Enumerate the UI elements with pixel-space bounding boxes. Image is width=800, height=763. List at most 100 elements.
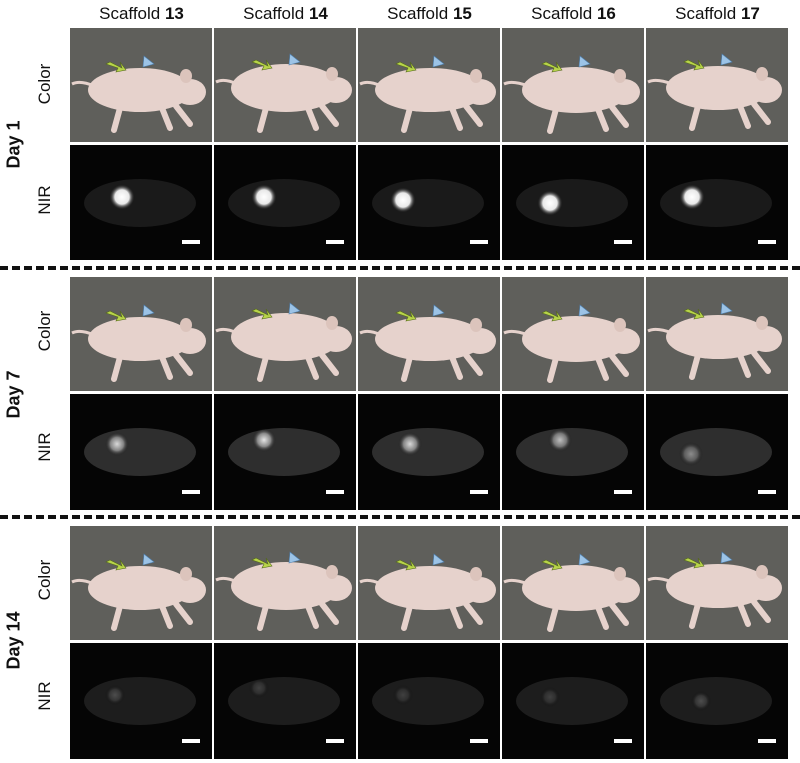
- mouse-legs: [257, 103, 339, 133]
- mouse-legs: [401, 103, 483, 133]
- row-label-day1-nir: NIR: [35, 185, 54, 215]
- blue-arrowhead-icon: [432, 553, 445, 566]
- nir-mouse-silhouette: [660, 677, 772, 725]
- scale-bar: [470, 739, 488, 743]
- nir-mouse-silhouette: [372, 179, 484, 227]
- mouse-body: [231, 562, 341, 610]
- nir-fluorescence-spot: [393, 685, 413, 705]
- scale-bar: [614, 739, 632, 743]
- nir-fluorescence-spot: [537, 190, 563, 216]
- mouse-head: [750, 326, 782, 352]
- green-arrow-icon: [541, 310, 563, 322]
- mouse-ear: [326, 67, 338, 81]
- blue-arrowhead-icon: [142, 55, 155, 68]
- nir-image-day14-scaffold14: [214, 643, 356, 759]
- column-header-scaffold-14: Scaffold 14: [243, 4, 328, 23]
- scale-bar: [758, 739, 776, 743]
- nir-image-day1-scaffold15: [358, 145, 500, 260]
- mouse-legs: [111, 601, 193, 631]
- nir-mouse-silhouette: [516, 677, 628, 725]
- nir-fluorescence-spot: [691, 691, 711, 711]
- mouse-body: [666, 315, 770, 359]
- mouse-ear: [470, 69, 482, 83]
- mouse-head: [464, 79, 496, 105]
- mouse-head: [174, 79, 206, 105]
- color-image-day1-scaffold14: [214, 28, 356, 142]
- nir-mouse-silhouette: [228, 179, 340, 227]
- mouse-head: [608, 328, 640, 354]
- blue-arrowhead-icon: [720, 551, 733, 564]
- color-image-day1-scaffold13: [70, 28, 212, 142]
- green-arrow-icon: [541, 61, 563, 73]
- nir-image-day1-scaffold14: [214, 145, 356, 260]
- mouse-head: [174, 328, 206, 354]
- row-label-day14-nir: NIR: [35, 681, 54, 711]
- mouse-legs: [689, 101, 771, 131]
- mouse-body: [666, 564, 770, 608]
- scale-bar: [182, 739, 200, 743]
- mouse-ear: [180, 318, 192, 332]
- day-divider-1: [0, 266, 800, 270]
- green-arrow-icon: [105, 310, 127, 322]
- nir-image-day7-scaffold15: [358, 394, 500, 510]
- mouse-legs: [111, 352, 193, 382]
- mouse-head: [750, 575, 782, 601]
- scale-bar: [758, 240, 776, 244]
- nir-image-day14-scaffold17: [646, 643, 788, 759]
- color-image-day7-scaffold14: [214, 277, 356, 391]
- day-1-label: Day 1: [3, 120, 24, 169]
- color-image-day14-scaffold15: [358, 526, 500, 640]
- mouse-ear: [470, 567, 482, 581]
- nir-image-day7-scaffold13: [70, 394, 212, 510]
- blue-arrowhead-icon: [720, 302, 733, 315]
- mouse-legs: [547, 353, 629, 383]
- green-arrow-icon: [105, 61, 127, 73]
- scale-bar: [326, 240, 344, 244]
- nir-mouse-silhouette: [84, 179, 196, 227]
- green-arrow-icon: [395, 310, 417, 322]
- blue-arrowhead-icon: [578, 553, 591, 566]
- scale-bar: [182, 490, 200, 494]
- green-arrow-icon: [683, 59, 705, 71]
- green-arrow-icon: [251, 59, 273, 71]
- column-header-scaffold-17: Scaffold 17: [675, 4, 760, 23]
- blue-arrowhead-icon: [720, 53, 733, 66]
- color-image-day14-scaffold17: [646, 526, 788, 640]
- blue-arrowhead-icon: [288, 302, 301, 315]
- mouse-legs: [689, 599, 771, 629]
- mouse-head: [320, 77, 352, 103]
- mouse-body: [666, 66, 770, 110]
- nir-fluorescence-spot: [548, 428, 572, 452]
- mouse-head: [464, 328, 496, 354]
- green-arrow-icon: [395, 61, 417, 73]
- nir-mouse-silhouette: [84, 677, 196, 725]
- blue-arrowhead-icon: [288, 551, 301, 564]
- nir-image-day7-scaffold16: [502, 394, 644, 510]
- row-label-day7-color: Color: [35, 310, 54, 352]
- blue-arrowhead-icon: [432, 304, 445, 317]
- nir-fluorescence-spot: [109, 184, 135, 210]
- scale-bar: [182, 240, 200, 244]
- nir-fluorescence-spot: [679, 442, 703, 466]
- color-image-day7-scaffold13: [70, 277, 212, 391]
- mouse-body: [375, 317, 485, 361]
- scale-bar: [470, 490, 488, 494]
- mouse-legs: [547, 602, 629, 632]
- nir-fluorescence-spot: [679, 184, 705, 210]
- mouse-ear: [756, 316, 768, 330]
- mouse-head: [608, 577, 640, 603]
- mouse-legs: [111, 103, 193, 133]
- nir-mouse-silhouette: [372, 428, 484, 476]
- mouse-head: [174, 577, 206, 603]
- scale-bar: [758, 490, 776, 494]
- mouse-ear: [614, 69, 626, 83]
- scale-bar: [470, 240, 488, 244]
- color-image-day1-scaffold15: [358, 28, 500, 142]
- mouse-body: [88, 68, 192, 112]
- mouse-legs: [257, 601, 339, 631]
- scale-bar: [326, 739, 344, 743]
- mouse-legs: [401, 601, 483, 631]
- mouse-legs: [401, 352, 483, 382]
- day-7-label: Day 7: [3, 370, 24, 419]
- nir-image-day1-scaffold16: [502, 145, 644, 260]
